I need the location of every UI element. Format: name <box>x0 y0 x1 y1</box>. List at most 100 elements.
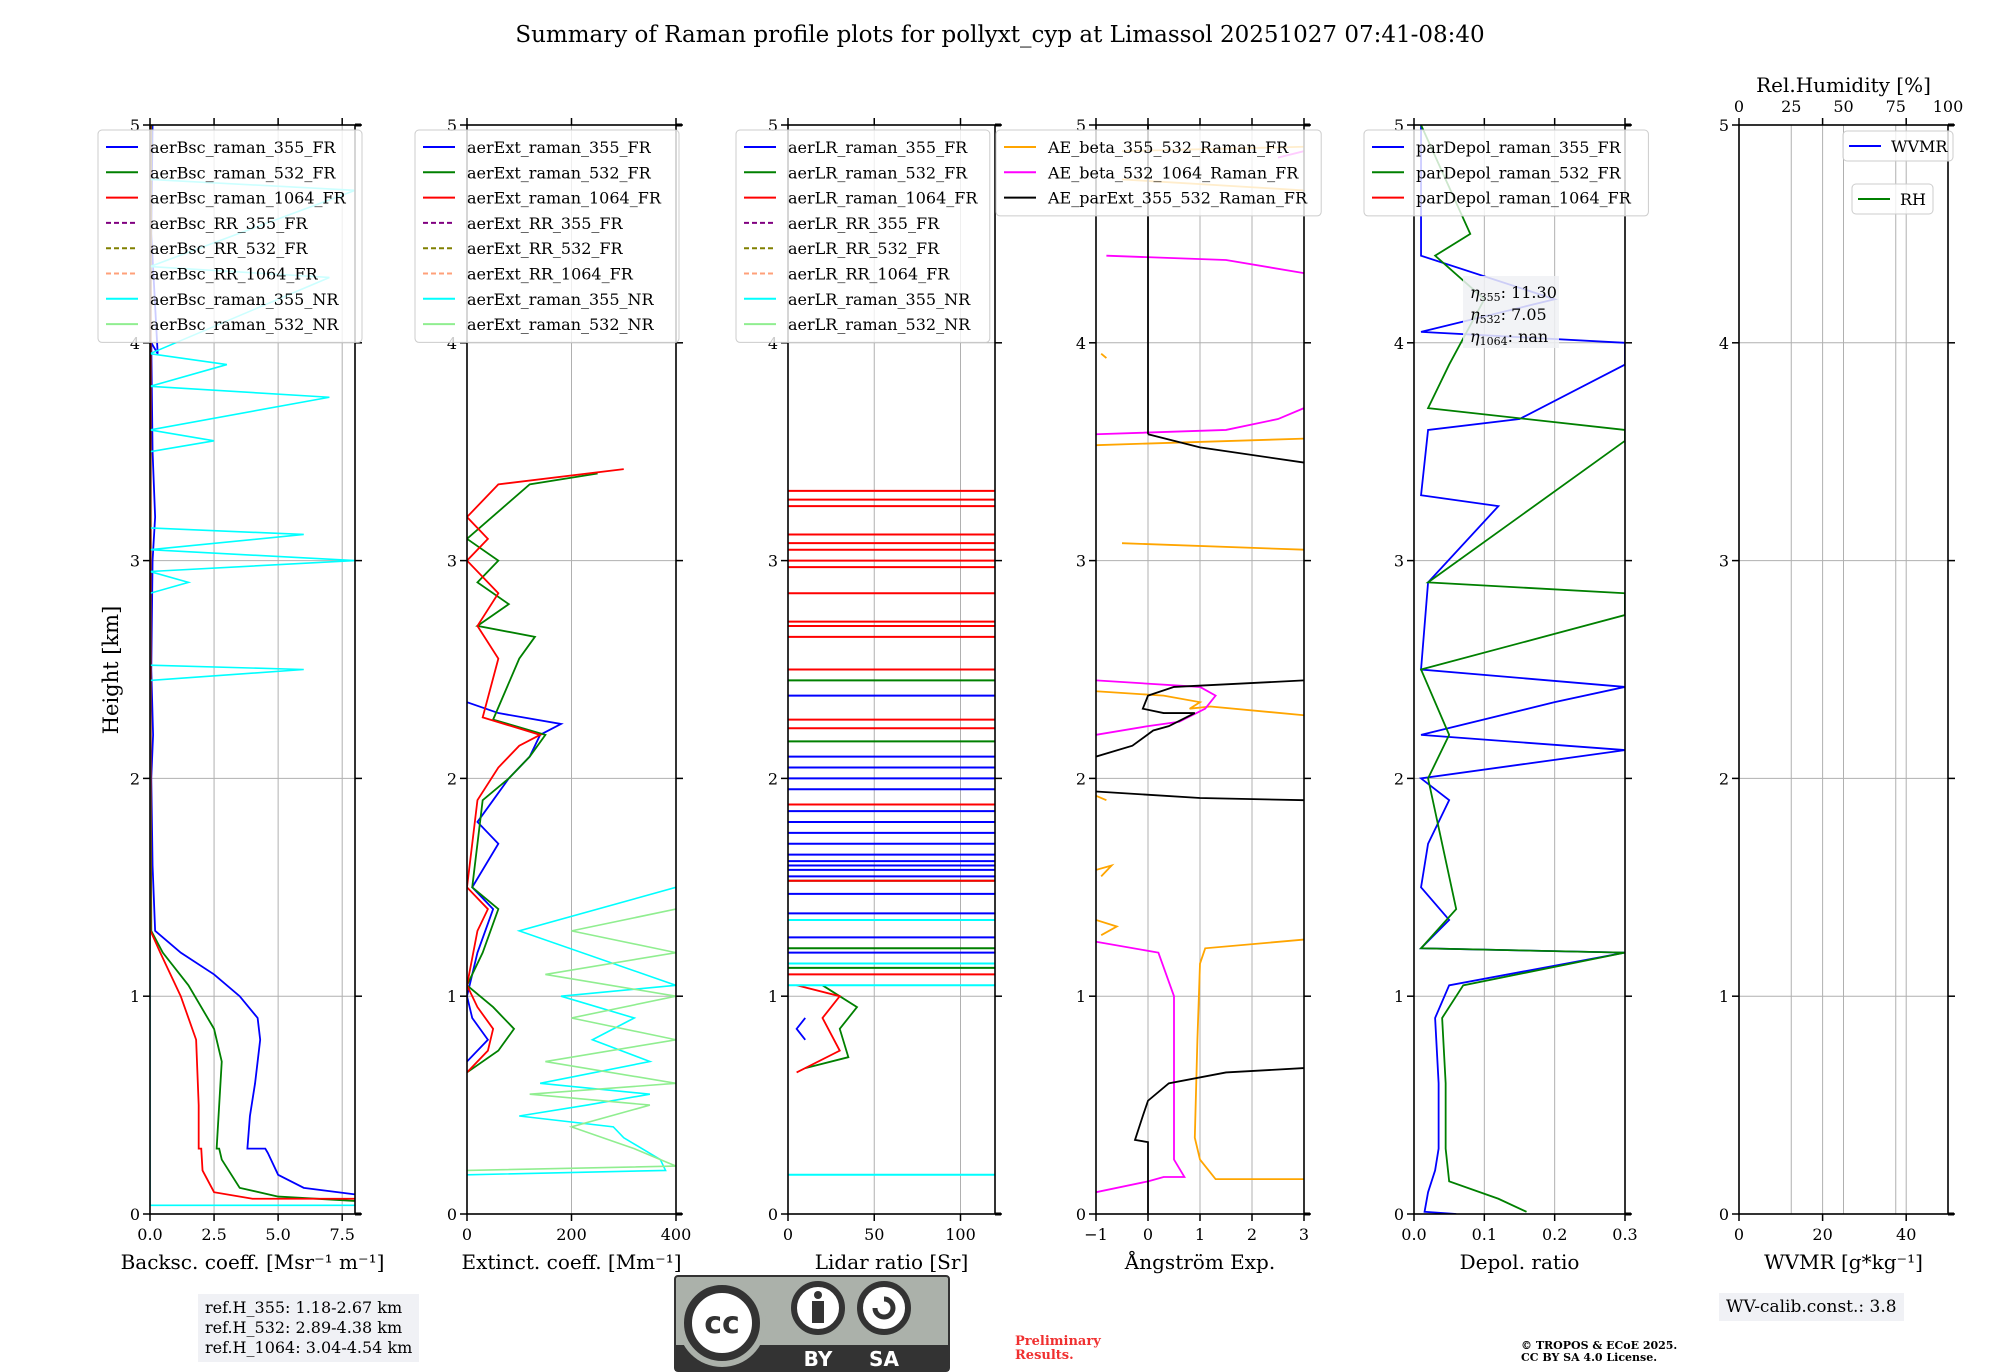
x-axis-label: Depol. ratio <box>1460 1250 1580 1274</box>
y-tick-label: 5 <box>130 116 140 135</box>
legend: aerBsc_raman_355_FR aerBsc_raman_532_FRae… <box>97 129 363 343</box>
legend-label: aerBsc_raman_1064_FR <box>150 189 347 208</box>
series-segment-AE_beta_355_532_Raman_FR <box>1096 794 1107 802</box>
y-tick-label: 3 <box>447 552 457 571</box>
x-tick-label: 200 <box>556 1225 587 1244</box>
legend-label: aerExt_raman_1064_FR <box>467 189 662 208</box>
y-tick-label: 1 <box>1076 987 1086 1006</box>
eta-355: η355: 11.30 <box>1470 283 1557 304</box>
legend-wvmr: WVMR <box>1842 130 1954 162</box>
y-tick-label: 4 <box>1394 334 1404 353</box>
legend-label: aerLR_RR_1064_FR <box>788 265 950 284</box>
y-tick-label: 2 <box>1394 769 1404 788</box>
series-segment-AE_parExt_355_532_Raman_FR <box>1096 790 1304 802</box>
legend-label: aerBsc_RR_355_FR <box>150 214 308 233</box>
legend-box <box>97 129 363 343</box>
x-tick-label: 40 <box>1896 1225 1916 1244</box>
y-tick-label: 2 <box>1719 769 1729 788</box>
x-tick-label: 1 <box>1195 1225 1205 1244</box>
y-tick-label: 4 <box>768 334 778 353</box>
axes-frame <box>1413 124 1626 1215</box>
figure-title: Summary of Raman profile plots for polly… <box>515 22 1485 48</box>
cc-icon-text: cc <box>704 1306 740 1341</box>
legend-label: aerLR_raman_532_NR <box>788 315 971 334</box>
x2-tick-label: 100 <box>1933 97 1964 116</box>
series-group <box>1418 125 1625 1214</box>
x-tick-label: 5.0 <box>265 1225 290 1244</box>
y-tick-label: 3 <box>768 552 778 571</box>
series-segment-AE_parExt_355_532_Raman_FR <box>1147 433 1304 464</box>
legend-label: aerBsc_RR_1064_FR <box>150 265 319 284</box>
sa-label: SA <box>869 1347 899 1371</box>
y-tick-label: 5 <box>1719 116 1729 135</box>
x-axis-label: Ångström Exp. <box>1124 1249 1275 1274</box>
series-segment-AE_parExt_355_532_Raman_FR <box>1096 679 1304 758</box>
legend: aerLR_raman_355_FR aerLR_raman_532_FR aerL… <box>735 129 991 343</box>
x-tick-label: 2 <box>1247 1225 1257 1244</box>
x-tick-label: 20 <box>1812 1225 1832 1244</box>
series-line-aerLR_raman_532_FR <box>805 984 859 1069</box>
series-line-parDepol_raman_355_FR <box>1418 125 1625 1214</box>
legend-label: parDepol_raman_532_FR <box>1416 163 1622 182</box>
copyright-note: © TROPOS & ECoE 2025. CC BY SA 4.0 Licen… <box>1521 1340 1677 1364</box>
y-tick-label: 0 <box>130 1205 140 1224</box>
axes-frame <box>149 124 356 1215</box>
series-line-AE_beta_532_1064_Raman_FR <box>1096 940 1186 1194</box>
x-tick-label: 0 <box>1143 1225 1153 1244</box>
series-segment-AE_beta_532_1064_Raman_FR <box>1096 407 1304 436</box>
series-segment-AE_beta_355_532_Raman_FR <box>1096 437 1304 447</box>
series-group <box>788 489 995 1176</box>
x2-tick-label: 25 <box>1781 97 1801 116</box>
legend-box <box>1851 183 1934 215</box>
panel-lidar_ratio: 0 50 100 0 1 2 3 4 5 Lidar ratio [Sr] aerLR_raman_… <box>735 116 1002 1274</box>
legend-label: AE_beta_355_532_Raman_FR <box>1047 138 1289 157</box>
x2-tick-label: 0 <box>1734 97 1744 116</box>
legend-label: aerLR_raman_355_NR <box>788 290 971 309</box>
x-tick-label: 0 <box>462 1225 472 1244</box>
legend-label: aerBsc_raman_355_NR <box>150 290 339 309</box>
y-tick-label: 2 <box>768 769 778 788</box>
share-alike-arrow <box>872 1296 896 1320</box>
y-tick-label: 3 <box>1076 552 1086 571</box>
legend-label: aerBsc_raman_532_NR <box>150 315 339 334</box>
legend-box <box>1363 129 1649 217</box>
y-tick-label: 5 <box>1394 116 1404 135</box>
series-line-AE_beta_355_532_Raman_FR <box>1193 938 1304 1181</box>
y-tick-label: 4 <box>1076 334 1086 353</box>
x-tick-label: 7.5 <box>329 1225 354 1244</box>
x-tick-label: 400 <box>661 1225 692 1244</box>
y-tick-label: 1 <box>130 987 140 1006</box>
y-tick-label: 5 <box>1076 116 1086 135</box>
legend-box <box>414 129 680 343</box>
x-axis-label: Extinct. coeff. [Mm⁻¹] <box>461 1250 681 1274</box>
cc-by-sa-license-badge: cc BY SA <box>674 1275 950 1372</box>
series-line-aerExt_raman_355_FR <box>467 701 564 1063</box>
cc-icon <box>684 1285 760 1361</box>
legend-label: aerExt_raman_532_NR <box>467 315 655 334</box>
series-line-aerLR_raman_355_FR <box>795 1017 806 1041</box>
legend-label: aerExt_raman_532_FR <box>467 163 652 182</box>
series-line-aerExt_raman_532_NR <box>467 908 676 1172</box>
y-tick-label: 5 <box>447 116 457 135</box>
x-tick-label: 0 <box>1734 1225 1744 1244</box>
x-tick-label: 0.2 <box>1542 1225 1567 1244</box>
x-axis-label: WVMR [g*kg⁻¹] <box>1764 1250 1923 1274</box>
series-segment-AE_beta_355_532_Raman_FR <box>1096 919 1120 937</box>
eta-1064: η1064: nan <box>1470 327 1548 348</box>
series-line-AE_parExt_355_532_Raman_FR <box>1133 1067 1304 1214</box>
series-line-parDepol_raman_532_FR <box>1419 125 1625 1213</box>
legend-label: RH <box>1900 190 1926 209</box>
x2-tick-label: 50 <box>1833 97 1853 116</box>
series-line-aerLR_raman_1064_FR <box>796 984 842 1074</box>
legend-box <box>735 129 991 343</box>
reference-height-box: ref.H_355: 1.18-2.67 km ref.H_532: 2.89-… <box>198 1294 420 1362</box>
copyright-line-2: CC BY SA 4.0 License. <box>1521 1351 1658 1364</box>
attribution-person-head <box>814 1291 822 1299</box>
x-tick-label: 3 <box>1299 1225 1309 1244</box>
x-axis-label: Lidar ratio [Sr] <box>815 1250 969 1274</box>
legend-label: aerLR_raman_355_FR <box>788 138 968 157</box>
panel-depolarization: 0.0 0.1 0.2 0.3 0 1 2 3 4 5 Depol. ratio parDepol_r… <box>1363 116 1649 1274</box>
attribution-person-body <box>812 1301 824 1323</box>
panel-extinction: 0 200 400 0 1 2 3 4 5 Extinct. coeff. [Mm⁻¹] aerEx… <box>414 116 692 1274</box>
